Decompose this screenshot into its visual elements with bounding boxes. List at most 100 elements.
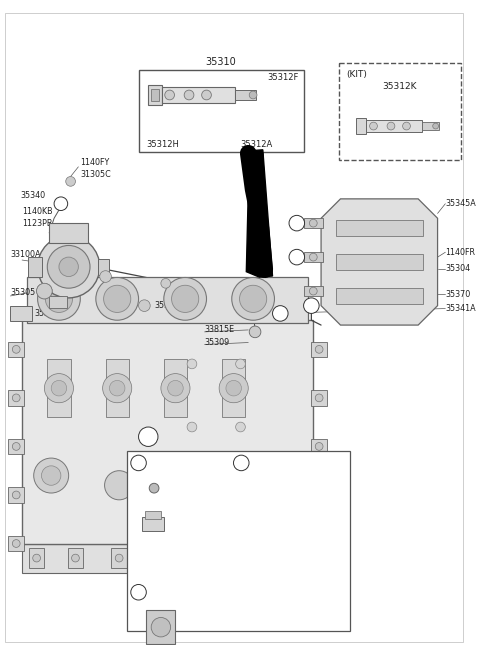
Circle shape [249, 91, 257, 99]
Bar [336, 288, 423, 304]
Bar [9, 439, 24, 454]
Text: a: a [136, 458, 141, 468]
Text: 35325D: 35325D [35, 309, 66, 318]
Bar [303, 286, 323, 296]
Text: 1140FR: 1140FR [445, 248, 475, 257]
Circle shape [303, 298, 319, 314]
Circle shape [34, 458, 69, 493]
Circle shape [36, 284, 52, 299]
Circle shape [187, 485, 197, 495]
Text: b: b [294, 253, 300, 261]
Bar [49, 223, 88, 242]
Circle shape [289, 250, 305, 265]
Circle shape [290, 554, 298, 562]
Text: 33815E: 33815E [204, 326, 235, 335]
Text: a: a [145, 432, 151, 441]
Bar [148, 85, 162, 105]
Circle shape [236, 359, 245, 369]
Circle shape [44, 373, 73, 403]
Circle shape [37, 278, 80, 320]
FancyArrow shape [249, 150, 273, 277]
Bar [312, 439, 327, 454]
Circle shape [432, 123, 439, 129]
Circle shape [168, 381, 183, 396]
Circle shape [37, 236, 100, 298]
Text: 35323: 35323 [154, 301, 180, 310]
Circle shape [187, 359, 197, 369]
Circle shape [105, 471, 134, 500]
Text: 35309: 35309 [204, 338, 230, 347]
Circle shape [45, 286, 72, 312]
Circle shape [109, 381, 125, 396]
Bar [139, 69, 303, 152]
Circle shape [96, 278, 139, 320]
Circle shape [387, 122, 395, 130]
Bar [22, 320, 313, 544]
Polygon shape [246, 153, 268, 276]
Bar [336, 220, 423, 236]
Circle shape [310, 219, 317, 227]
Circle shape [131, 455, 146, 471]
Bar [208, 548, 224, 568]
Bar [160, 548, 176, 568]
Circle shape [184, 90, 194, 100]
Circle shape [236, 485, 245, 495]
Circle shape [187, 422, 197, 432]
Text: 35305: 35305 [11, 288, 36, 297]
Text: 35370: 35370 [445, 290, 470, 299]
Circle shape [161, 278, 170, 288]
Text: b: b [277, 309, 283, 318]
Circle shape [103, 373, 132, 403]
Circle shape [233, 455, 249, 471]
Text: 35312A: 35312A [240, 140, 273, 149]
Bar [9, 341, 24, 357]
Text: 1799JD: 1799JD [254, 458, 284, 468]
Text: 35312K: 35312K [383, 82, 417, 91]
Bar [222, 359, 245, 417]
Bar [9, 487, 24, 503]
Text: c: c [59, 199, 63, 208]
Circle shape [315, 491, 323, 499]
Bar [22, 544, 313, 572]
Text: 31305C: 31305C [80, 170, 111, 179]
Bar [422, 122, 439, 130]
Bar [98, 259, 109, 274]
Circle shape [72, 554, 79, 562]
Circle shape [12, 443, 20, 450]
Text: 1140FY: 1140FY [164, 487, 195, 496]
Circle shape [219, 373, 248, 403]
Circle shape [12, 540, 20, 548]
Bar [143, 517, 164, 531]
Text: c: c [136, 588, 141, 597]
Bar [127, 451, 350, 631]
Circle shape [139, 300, 150, 312]
Circle shape [310, 253, 317, 261]
Circle shape [212, 554, 220, 562]
Circle shape [161, 373, 190, 403]
Text: b: b [294, 219, 300, 228]
Circle shape [131, 584, 146, 600]
Bar [49, 296, 67, 308]
Circle shape [370, 122, 377, 130]
Circle shape [232, 278, 275, 320]
Text: 35341A: 35341A [445, 304, 476, 313]
Circle shape [12, 345, 20, 353]
Bar [338, 63, 461, 160]
Circle shape [104, 286, 131, 312]
Circle shape [226, 381, 241, 396]
Circle shape [12, 394, 20, 402]
Bar [303, 218, 323, 228]
Circle shape [273, 306, 288, 321]
Circle shape [310, 287, 317, 295]
Circle shape [139, 427, 158, 447]
Circle shape [100, 271, 111, 282]
Circle shape [315, 540, 323, 548]
Bar [235, 90, 256, 100]
Text: 35310: 35310 [206, 57, 237, 67]
Text: 35312F: 35312F [267, 73, 299, 82]
Circle shape [36, 284, 52, 299]
Circle shape [149, 483, 159, 493]
Circle shape [151, 618, 170, 637]
Bar [303, 252, 323, 262]
Bar [48, 359, 71, 417]
